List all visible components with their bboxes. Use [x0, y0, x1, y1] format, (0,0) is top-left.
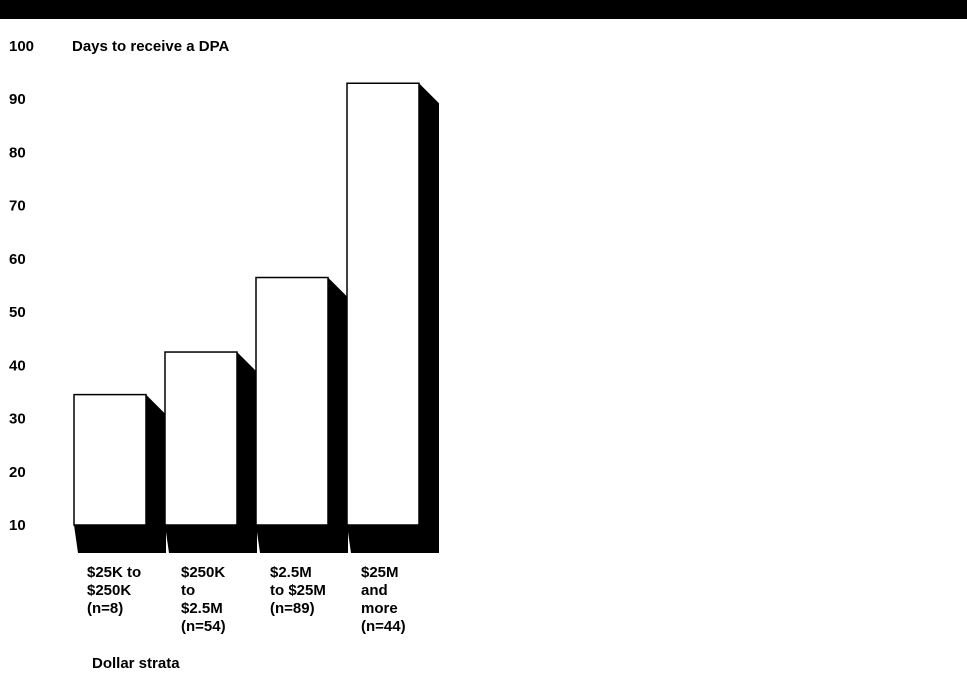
category-label-line: and	[361, 582, 388, 599]
y-tick-label: 80	[9, 144, 26, 161]
category-labels: $25K to $250K (n=8)$250K to $2.5M (n=54)$2.5M…	[87, 564, 406, 635]
y-tick-label: 90	[9, 91, 26, 108]
category-label-line: more	[361, 600, 398, 617]
category-label: $25M and more (n=44)	[361, 564, 406, 635]
bar	[255, 276, 348, 553]
bar	[164, 351, 257, 553]
chart-title: Days to receive a DPA	[72, 38, 229, 55]
category-label-line: $25M	[361, 564, 399, 581]
y-tick-label: 70	[9, 198, 26, 215]
category-label-line: $250K	[181, 564, 225, 581]
bar-face	[346, 82, 420, 526]
category-label-line: $2.5M	[270, 564, 312, 581]
bar	[73, 393, 166, 553]
category-label-line: (n=44)	[361, 618, 406, 635]
bar-face	[255, 276, 329, 526]
category-label-line: (n=89)	[270, 600, 315, 617]
category-label-line: $25K to	[87, 564, 141, 581]
category-label: $2.5M to $25M (n=89)	[270, 564, 326, 617]
bar	[346, 82, 439, 553]
bar-face	[73, 393, 147, 526]
bars	[73, 82, 439, 553]
category-label-line: to	[181, 582, 195, 599]
category-label-line: $2.5M	[181, 600, 223, 617]
y-tick-label: 10	[9, 517, 26, 534]
y-tick-label: 40	[9, 357, 26, 374]
category-label: $250K to $2.5M (n=54)	[181, 564, 226, 635]
y-tick-label: 30	[9, 411, 26, 428]
category-label-line: to $25M	[270, 582, 326, 599]
category-label-line: (n=54)	[181, 618, 226, 635]
y-tick-label: 50	[9, 304, 26, 321]
category-label-line: (n=8)	[87, 600, 123, 617]
x-axis-label: Dollar strata	[92, 655, 180, 672]
y-axis-ticks: 10 20 30 40 50 60 70 80 90 100	[9, 38, 34, 534]
y-tick-label: 20	[9, 464, 26, 481]
y-tick-label: 60	[9, 251, 26, 268]
category-label-line: $250K	[87, 582, 131, 599]
y-tick-label: 100	[9, 38, 34, 55]
category-label: $25K to $250K (n=8)	[87, 564, 141, 617]
top-rule	[0, 0, 967, 19]
bar-face	[164, 351, 238, 526]
